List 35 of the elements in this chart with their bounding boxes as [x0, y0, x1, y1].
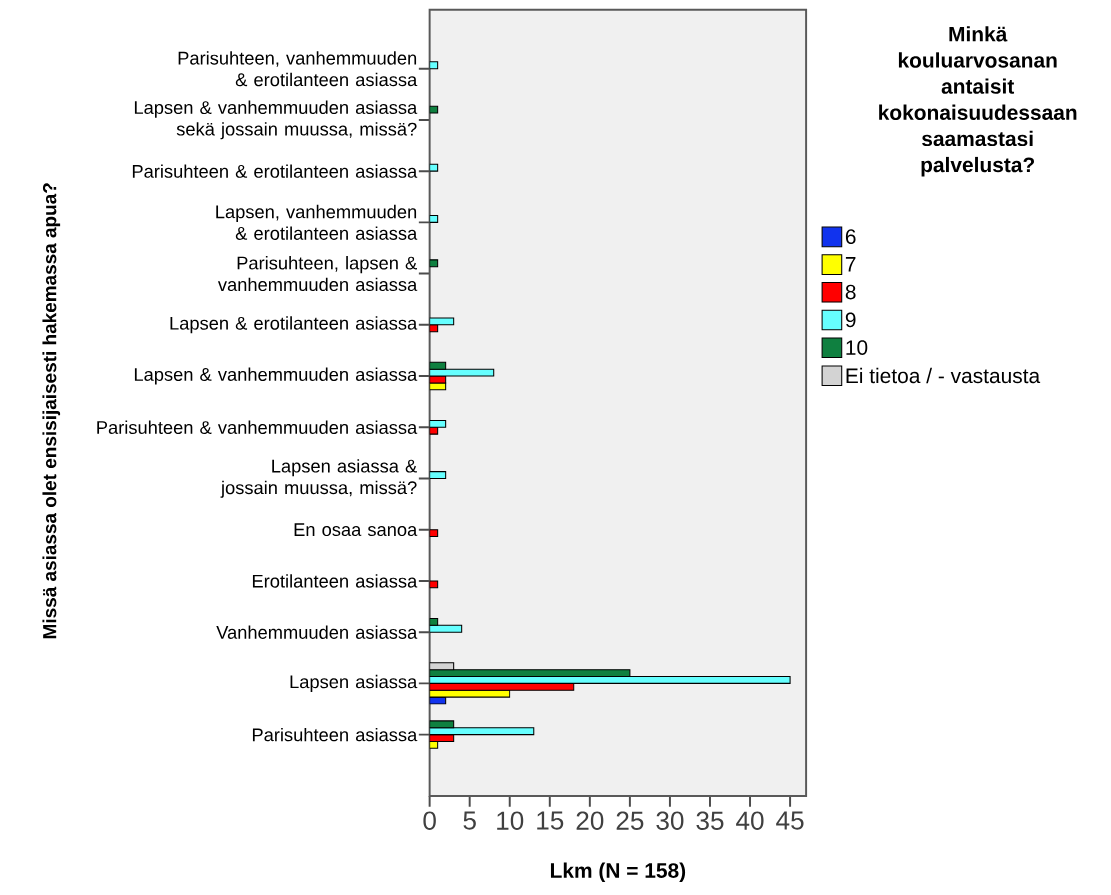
y-axis-title: Missä asiassa olet ensisijaisesti hakemassa apua?: [42, 183, 61, 639]
x-tick-label: 10: [497, 811, 524, 830]
x-tick-label: 40: [736, 811, 764, 830]
x-tick-label: 15: [537, 811, 564, 830]
legend-label: Ei tietoa / - vastausta: [846, 367, 1041, 384]
y-tick-label: Parisuhteen, lapsen & vanhemmuuden asiassa: [217, 256, 418, 292]
x-tick-label: 0: [423, 811, 436, 830]
y-tick-label: Erotilanteen asiassa: [252, 574, 418, 588]
y-tick-label: Lapsen asiassa: [290, 674, 418, 692]
x-tick-label: 45: [776, 811, 804, 830]
legend-label: 8: [845, 284, 856, 300]
y-tick-label: Parisuhteen, vanhemmuuden & erotilanteen asiassa: [178, 51, 418, 87]
x-tick-label: 30: [656, 811, 684, 830]
y-tick-label: Vanhemmuuden asiassa: [216, 625, 418, 639]
y-tick-label: Lapsen & erotilanteen asiassa: [170, 316, 418, 334]
y-tick-label: Parisuhteen asiassa: [252, 727, 418, 742]
x-axis-title: Lkm (N = 158): [550, 862, 686, 883]
bar: [429, 529, 439, 538]
legend-title: Minkä kouluarvosanan antaisit kokonaisuudessaan saamastasi palvelusta?: [879, 26, 1077, 177]
y-tick-label: Lapsen asiassa & jossain muussa, missä?: [220, 459, 417, 498]
legend-label: 6: [845, 229, 856, 244]
y-tick-label: Parisuhteen & vanhemmuuden asiassa: [97, 420, 418, 434]
y-tick-label: Lapsen & vanhemmuuden asiassa sekä jossain muussa, missä?: [134, 100, 418, 140]
x-tick-label: 35: [696, 811, 724, 830]
y-tick-label: Lapsen, vanhemmuuden & erotilanteen asiassa: [216, 204, 418, 240]
x-tick-label: 25: [616, 811, 644, 830]
legend-label: 9: [845, 312, 856, 328]
y-tick-label: En osaa sanoa: [294, 523, 418, 537]
y-tick-label: Lapsen & vanhemmuuden asiassa: [134, 367, 418, 385]
legend-label: 7: [845, 257, 856, 272]
x-tick-label: 5: [463, 811, 476, 830]
y-tick-label: Parisuhteen & erotilanteen asiassa: [132, 164, 418, 178]
legend-label: 10: [846, 340, 868, 355]
bar: [429, 580, 439, 589]
x-tick-label: 20: [576, 811, 604, 830]
